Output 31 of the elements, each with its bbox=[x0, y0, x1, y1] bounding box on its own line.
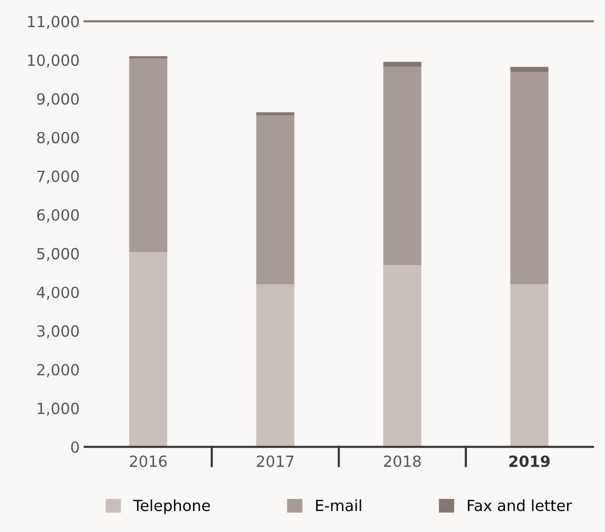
bar bbox=[129, 58, 168, 252]
y-tick-label: 9,000 bbox=[37, 93, 79, 106]
y-tick-label: 5,000 bbox=[37, 248, 79, 262]
bar bbox=[383, 66, 422, 266]
bar bbox=[510, 72, 548, 284]
y-tick-label: 11,000 bbox=[28, 16, 79, 29]
bar bbox=[256, 112, 294, 116]
x-tick-label: 2016 bbox=[130, 455, 167, 468]
legend-label: Telephone bbox=[133, 499, 210, 514]
x-tick-label: 2018 bbox=[384, 455, 421, 468]
y-tick-label: 8,000 bbox=[37, 132, 79, 145]
y-tick-label: 6,000 bbox=[37, 209, 79, 222]
bar bbox=[383, 265, 422, 447]
bar bbox=[256, 116, 294, 284]
y-tick-label: 1,000 bbox=[38, 402, 79, 416]
legend-label: Fax and letter bbox=[468, 499, 572, 512]
y-tick-label: 0 bbox=[71, 441, 79, 453]
y-tick-label: 3,000 bbox=[37, 325, 79, 338]
bar bbox=[510, 66, 548, 72]
y-tick-label: 10,000 bbox=[28, 54, 79, 68]
bar bbox=[129, 252, 168, 447]
bar bbox=[129, 56, 168, 59]
legend-label: E-mail bbox=[316, 499, 362, 512]
y-tick-label: 7,000 bbox=[37, 170, 79, 184]
y-tick-label: 4,000 bbox=[36, 286, 79, 300]
y-tick-label: 2,000 bbox=[37, 364, 79, 378]
bar bbox=[510, 284, 548, 447]
x-tick-label: 2019 bbox=[509, 455, 550, 468]
bar bbox=[256, 284, 294, 447]
bar bbox=[383, 62, 422, 67]
x-tick-label: 2017 bbox=[256, 455, 294, 468]
